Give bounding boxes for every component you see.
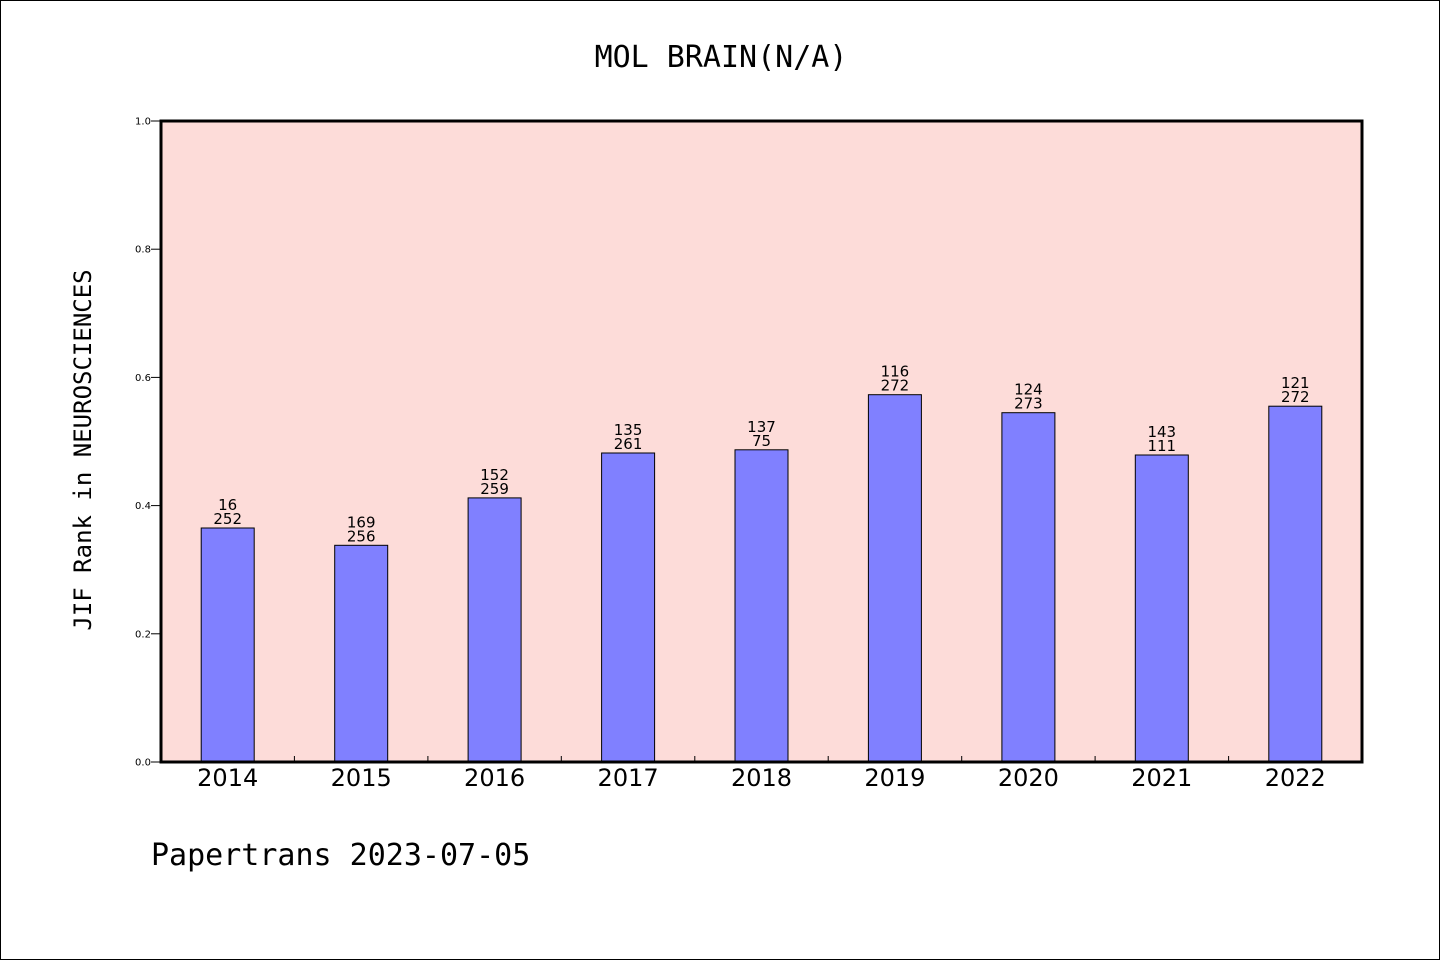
bar-2015: [334, 544, 389, 763]
x-axis-ticks: 2014 2015 2016 2017 2018 2019 2020 2021 2022: [197, 756, 1326, 792]
x-tick-label: 2020: [998, 764, 1059, 792]
bar-total-label: 259: [480, 480, 509, 498]
bar-total-label: 111: [1147, 437, 1176, 455]
bar-total-label: 75: [752, 432, 771, 450]
bar-2020: [1001, 412, 1056, 763]
bar-total-label: 256: [347, 527, 376, 545]
footer-text: Papertrans 2023-07-05: [151, 838, 530, 873]
bar-rank-label: 143: [1147, 423, 1176, 441]
y-tick-label: 0.4: [135, 501, 151, 512]
chart-title: MOL BRAIN(N/A): [595, 40, 848, 75]
bar-2019: [867, 394, 922, 763]
y-tick-label: 0.8: [135, 245, 151, 256]
plot-border: [159, 119, 1364, 764]
bar-rank-label: 137: [747, 418, 776, 436]
x-tick-label: 2022: [1265, 764, 1326, 792]
bar-2018: [734, 449, 789, 763]
bar-rank-label: 16: [218, 496, 237, 514]
y-tick-label: 0.6: [135, 373, 151, 384]
bar-rank-label: 121: [1281, 374, 1310, 392]
bar-2021: [1134, 454, 1189, 763]
bar-2014: [200, 527, 255, 763]
bar-total-label: 272: [1281, 388, 1310, 406]
x-tick-label: 2017: [598, 764, 659, 792]
bar-total-label: 252: [213, 510, 242, 528]
bar-rank-label: 116: [881, 363, 910, 381]
bar-total-label: 261: [614, 435, 643, 453]
bar-2022: [1268, 405, 1323, 763]
bar-2017: [601, 452, 656, 763]
bar-2016: [467, 497, 522, 763]
x-tick-label: 2018: [731, 764, 792, 792]
y-tick-label: 1.0: [135, 117, 151, 128]
x-tick-label: 2019: [864, 764, 925, 792]
x-tick-label: 2021: [1131, 764, 1192, 792]
y-tick-label: 0.2: [135, 629, 151, 640]
bar-total-label: 272: [881, 377, 910, 395]
x-tick-label: 2015: [331, 764, 392, 792]
bar-rank-label: 135: [614, 421, 643, 439]
bar-rank-label: 124: [1014, 381, 1043, 399]
y-axis-ticks: 0.0 0.2 0.4 0.6 0.8 1.0: [135, 117, 161, 769]
x-tick-label: 2014: [197, 764, 258, 792]
bar-rank-label: 152: [480, 466, 509, 484]
bar-total-label: 273: [1014, 395, 1043, 413]
bar-rank-label: 169: [347, 513, 376, 531]
y-axis-label: JIF Rank in NEUROSCIENCES: [69, 269, 97, 630]
y-tick-label: 0.0: [135, 758, 151, 769]
x-tick-label: 2016: [464, 764, 525, 792]
